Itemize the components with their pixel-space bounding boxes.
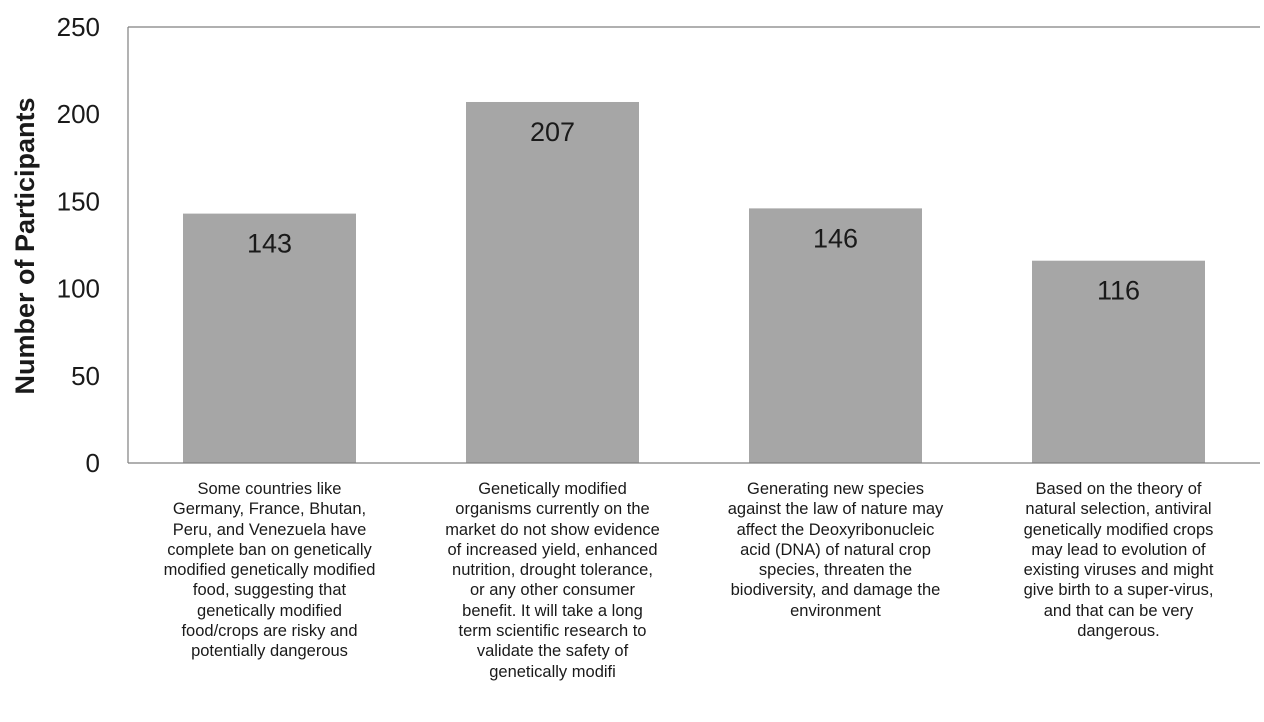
bars: [183, 101, 1205, 463]
bar-data-label: 116: [1097, 276, 1140, 306]
x-category-label: Genetically modified organisms currently…: [445, 480, 660, 681]
y-tick-label: 150: [57, 186, 100, 216]
bar: [749, 208, 922, 463]
y-tick-label: 50: [71, 361, 100, 391]
bar: [1032, 260, 1205, 463]
bar-data-label: 146: [813, 223, 858, 253]
bar: [466, 101, 639, 463]
x-category-label: Generating new species against the law o…: [727, 480, 944, 620]
y-tick-label: 0: [86, 448, 100, 478]
bar-data-label: 207: [530, 117, 575, 147]
x-category-label: Based on the theory of natural selection…: [1023, 480, 1214, 641]
x-category-label: Some countries like Germany, France, Bhu…: [163, 480, 376, 661]
y-tick-label: 200: [57, 99, 100, 129]
bar: [183, 213, 356, 463]
y-axis-label: Number of Participants: [10, 97, 40, 394]
bar-data-label: 143: [247, 229, 292, 259]
y-tick-label: 100: [57, 274, 100, 304]
y-axis-ticks: 0 50 100 150 200 250: [57, 12, 100, 478]
bar-data-labels: 143 207 146 116: [247, 117, 1140, 306]
y-tick-label: 250: [57, 12, 100, 42]
